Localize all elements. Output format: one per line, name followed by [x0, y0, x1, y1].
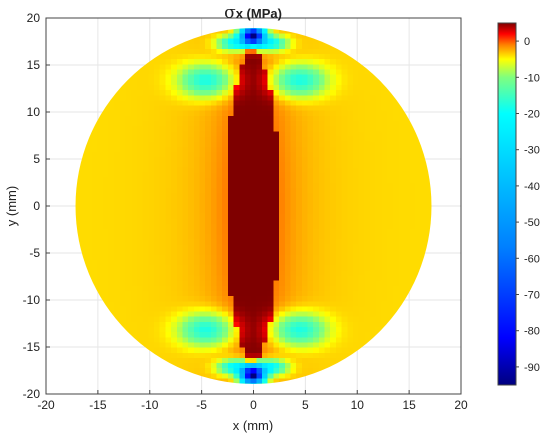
x-tick-label: 15	[402, 398, 416, 412]
colorbar-tick-label: -60	[524, 253, 540, 265]
x-tick-label: 0	[250, 398, 257, 412]
y-axis-label: y (mm)	[4, 186, 19, 226]
chart-title-text: x (MPa)	[236, 6, 282, 21]
colorbar-tick-label: -50	[524, 217, 540, 229]
colorbar-tick-label: -70	[524, 290, 540, 302]
y-tick-label: -5	[29, 246, 40, 260]
colorbar-tick-label: -90	[524, 362, 540, 374]
colorbar	[497, 22, 517, 386]
y-tick-label: 15	[27, 58, 41, 72]
y-tick-label: -20	[23, 387, 41, 401]
chart-title-symbol: σ	[224, 3, 236, 23]
colorbar-tick-label: -30	[524, 145, 540, 157]
axis-ticks: -20 -15 -10 -5 0 5 10 15 20 -20 -15 -10 -5 0 5 10 15 20	[23, 11, 468, 412]
x-tick-label: -20	[37, 398, 55, 412]
y-tick-label: 0	[33, 199, 40, 213]
x-tick-label: 20	[454, 398, 468, 412]
y-tick-label: 5	[33, 152, 40, 166]
stress-field-heatmap	[75, 28, 432, 384]
colorbar-tick-label: -10	[524, 72, 540, 84]
x-axis-label: x (mm)	[233, 418, 273, 433]
y-tick-label: 20	[27, 11, 41, 25]
colorbar-tick-label: 0	[524, 36, 530, 48]
y-tick-label: -10	[23, 293, 41, 307]
x-tick-label: -15	[89, 398, 107, 412]
colorbar-ticks: 0 -10 -20 -30 -40 -50 -60 -70 -80 -90	[516, 36, 540, 374]
y-tick-label: 10	[27, 105, 41, 119]
chart-title: σx (MPa)	[224, 3, 282, 23]
x-tick-label: -10	[141, 398, 159, 412]
y-tick-label: -15	[23, 340, 41, 354]
x-tick-label: 5	[302, 398, 309, 412]
colorbar-tick-label: -80	[524, 326, 540, 338]
x-tick-label: 10	[351, 398, 365, 412]
x-tick-label: -5	[196, 398, 207, 412]
colorbar-tick-label: -20	[524, 109, 540, 121]
colorbar-tick-label: -40	[524, 181, 540, 193]
